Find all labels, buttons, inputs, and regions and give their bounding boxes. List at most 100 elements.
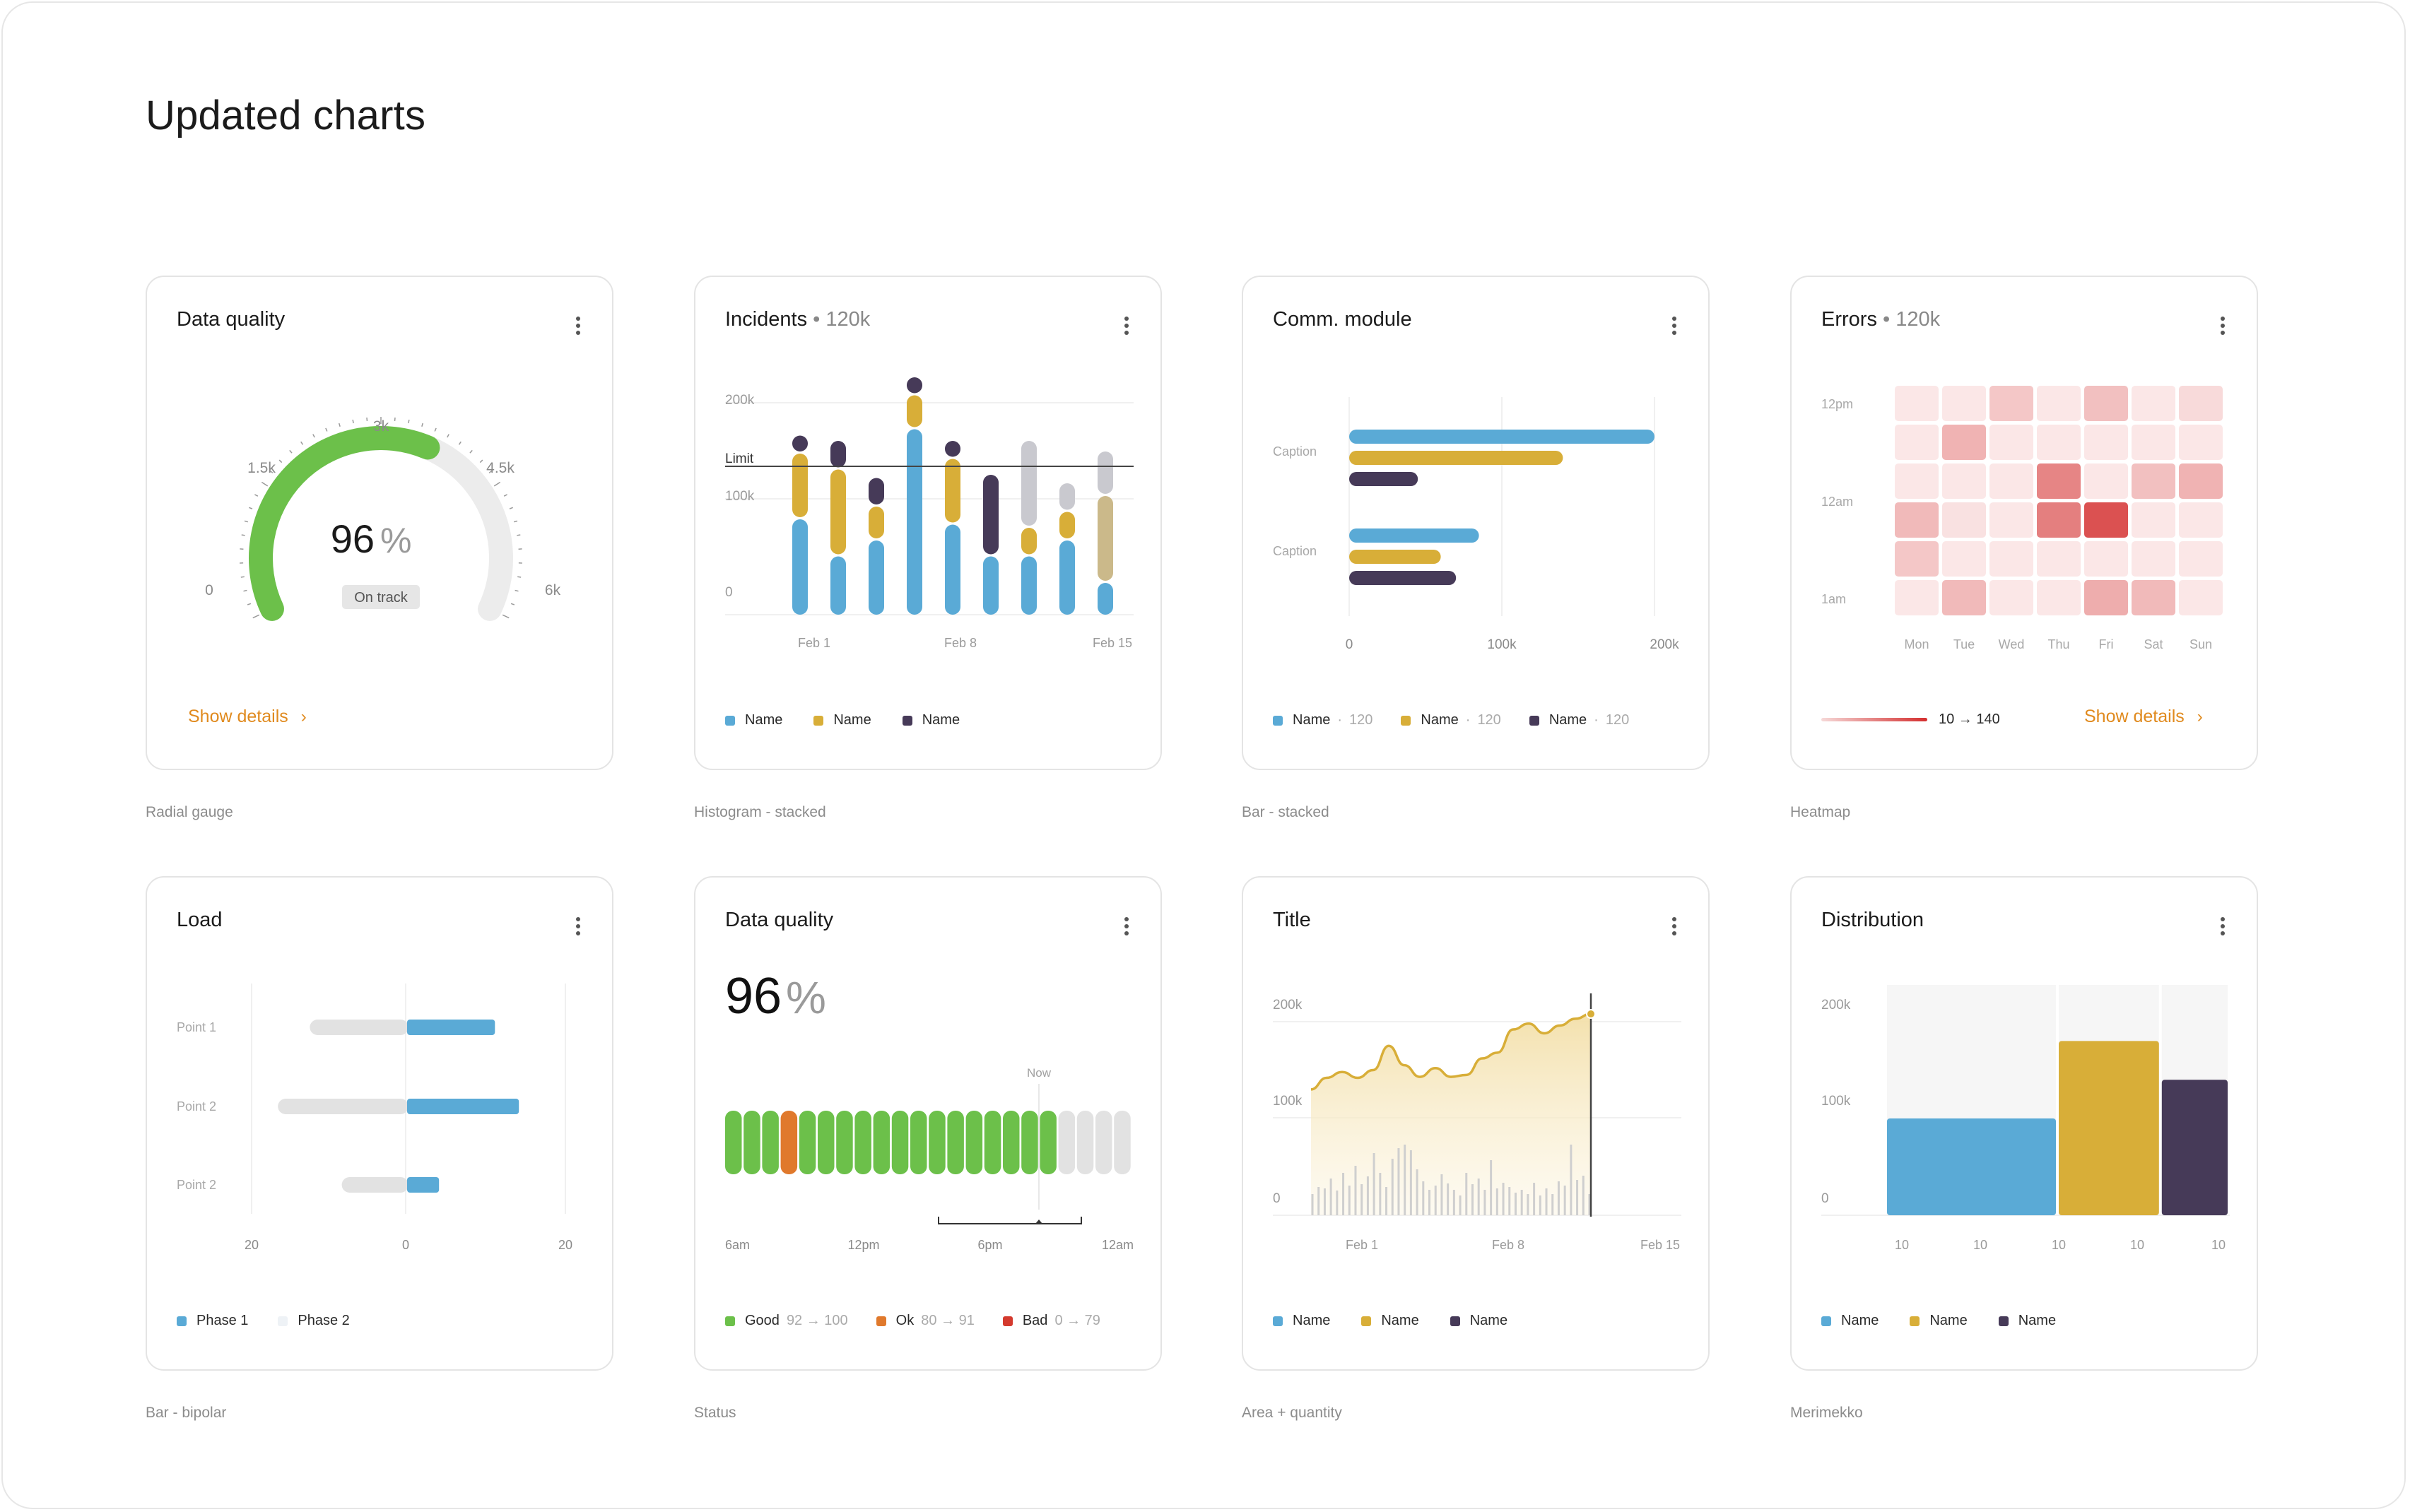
quantity-bar: [1360, 1184, 1363, 1215]
status-cell: [1021, 1111, 1038, 1174]
heatmap-cell: [1895, 541, 1939, 577]
card-title: Distribution: [1821, 909, 1924, 931]
y-tick-label: 12pm: [1821, 397, 1853, 411]
more-options-icon[interactable]: [2220, 917, 2226, 938]
y-tick-label: 1am: [1821, 592, 1846, 606]
chart-legend: Phase 1 Phase 2: [177, 1313, 350, 1329]
card-data-quality-status: Data quality 96 % Now 6am 12pm 6pm 12am …: [694, 876, 1162, 1371]
gauge-tick-label: 6k: [545, 582, 561, 598]
heatmap-cell: [1942, 580, 1986, 615]
card-distribution: Distribution 200k 100k 0 10 10 10 10 10 …: [1790, 876, 2258, 1371]
quantity-bar: [1495, 1188, 1498, 1215]
limit-label: Limit: [725, 451, 754, 466]
quantity-bar: [1576, 1180, 1579, 1215]
card-title: Data quality: [725, 909, 834, 931]
quantity-bar: [1342, 1173, 1345, 1215]
more-options-icon[interactable]: [2220, 317, 2226, 338]
quantity-bar: [1483, 1190, 1486, 1215]
status-value: 96: [725, 968, 782, 1024]
card-data-quality-gauge: Data quality 0 1.5k 3k 4.5k 6k 96 % On t…: [146, 276, 613, 770]
heatmap-cell: [2179, 580, 2223, 615]
quantity-bar: [1533, 1183, 1536, 1215]
heatmap-cell: [1942, 502, 1986, 538]
status-cell: [984, 1111, 1001, 1174]
histogram-bar-segment: [907, 377, 922, 394]
heatmap-cell: [1942, 425, 1986, 460]
chart-legend: Name Name Name: [1273, 1313, 1507, 1329]
card-title: Errors • 120k: [1821, 308, 1941, 331]
status-badge: On track: [354, 590, 408, 606]
heatmap-cell: [1989, 463, 2033, 499]
quantity-bar: [1514, 1193, 1517, 1215]
heatmap-cell: [1942, 463, 1986, 499]
status-cell: [891, 1111, 909, 1174]
more-options-icon[interactable]: [1671, 917, 1677, 938]
heatmap-cell: [2132, 425, 2175, 460]
quantity-bar: [1366, 1176, 1369, 1215]
x-tick-label: Feb 15: [1640, 1238, 1680, 1252]
gauge-tick: [312, 434, 315, 438]
gauge-tick: [493, 481, 501, 487]
gauge-tick: [434, 427, 437, 432]
quantity-bar: [1557, 1181, 1560, 1215]
horizontal-bar: [1349, 550, 1441, 564]
quantity-bar: [1490, 1160, 1493, 1215]
quantity-bar: [1317, 1187, 1320, 1215]
legend-item: Name: [1273, 1313, 1330, 1329]
quantity-bars: [1311, 1145, 1591, 1215]
show-details-link[interactable]: Show details ›: [2084, 707, 2203, 727]
more-options-icon[interactable]: [1671, 317, 1677, 338]
mekko-columns: [1887, 985, 2228, 1215]
gauge-tick: [338, 423, 341, 427]
card-caption: Heatmap: [1790, 804, 1851, 820]
card-title: Load: [177, 909, 223, 931]
more-options-icon[interactable]: [1124, 317, 1129, 338]
heatmap-cell: [2132, 580, 2175, 615]
heatmap-cell: [2084, 502, 2128, 538]
histogram-bar-segment: [907, 395, 922, 427]
quantity-bar: [1391, 1159, 1394, 1215]
radial-gauge-chart: 0 1.5k 3k 4.5k 6k 96 % On track: [205, 417, 561, 621]
status-cell: [1076, 1111, 1094, 1174]
x-tick-label: 20: [558, 1238, 572, 1252]
heatmap-cell: [2037, 580, 2081, 615]
y-tick-label: 100k: [1273, 1094, 1303, 1109]
heatmap-cell: [1895, 502, 1939, 538]
gauge-tick: [300, 441, 304, 445]
chart-legend: Good 92 → 100 Ok 80 → 91 Bad 0 → 79: [725, 1313, 1100, 1329]
histogram-bar-segment: [1059, 512, 1075, 538]
heatmap-cell: [2037, 386, 2081, 421]
more-options-icon[interactable]: [575, 917, 581, 938]
quantity-bar: [1422, 1181, 1425, 1215]
status-cell: [854, 1111, 871, 1174]
heatmap-cell: [1895, 463, 1939, 499]
heatmap-cell: [2132, 541, 2175, 577]
bipolar-bar-negative: [310, 1020, 408, 1035]
x-tick-label: Feb 8: [1492, 1238, 1524, 1252]
horizontal-bar: [1349, 528, 1479, 543]
quantity-bar: [1539, 1195, 1541, 1215]
histogram-bar-segment: [869, 507, 884, 538]
page-title: Updated charts: [146, 93, 426, 138]
quantity-bar: [1409, 1150, 1412, 1215]
status-cell: [1095, 1111, 1112, 1174]
card-title-area: Title 200k 100k 0 Feb 1 Feb 8 Feb 15 Nam…: [1242, 876, 1710, 1371]
histogram-bar-segment: [792, 519, 808, 615]
gauge-tick: [325, 427, 328, 432]
more-options-icon[interactable]: [1124, 917, 1129, 938]
heatmap-cell: [1895, 386, 1939, 421]
histogram-bar-segment: [869, 478, 884, 504]
more-options-icon[interactable]: [575, 317, 581, 338]
card-caption: Bar - bipolar: [146, 1405, 227, 1421]
quantity-bar: [1459, 1195, 1462, 1215]
heatmap-cell: [2037, 463, 2081, 499]
legend-item: Good 92 → 100: [725, 1313, 848, 1329]
heatmap-cell: [2179, 425, 2223, 460]
gauge-tick: [469, 449, 473, 454]
show-details-link[interactable]: Show details ›: [188, 707, 307, 727]
legend-item: Name: [725, 712, 782, 728]
mekko-column: [2059, 1041, 2159, 1215]
card-caption: Status: [694, 1405, 736, 1421]
bipolar-bar-positive: [407, 1099, 519, 1114]
gauge-tick: [249, 507, 253, 509]
